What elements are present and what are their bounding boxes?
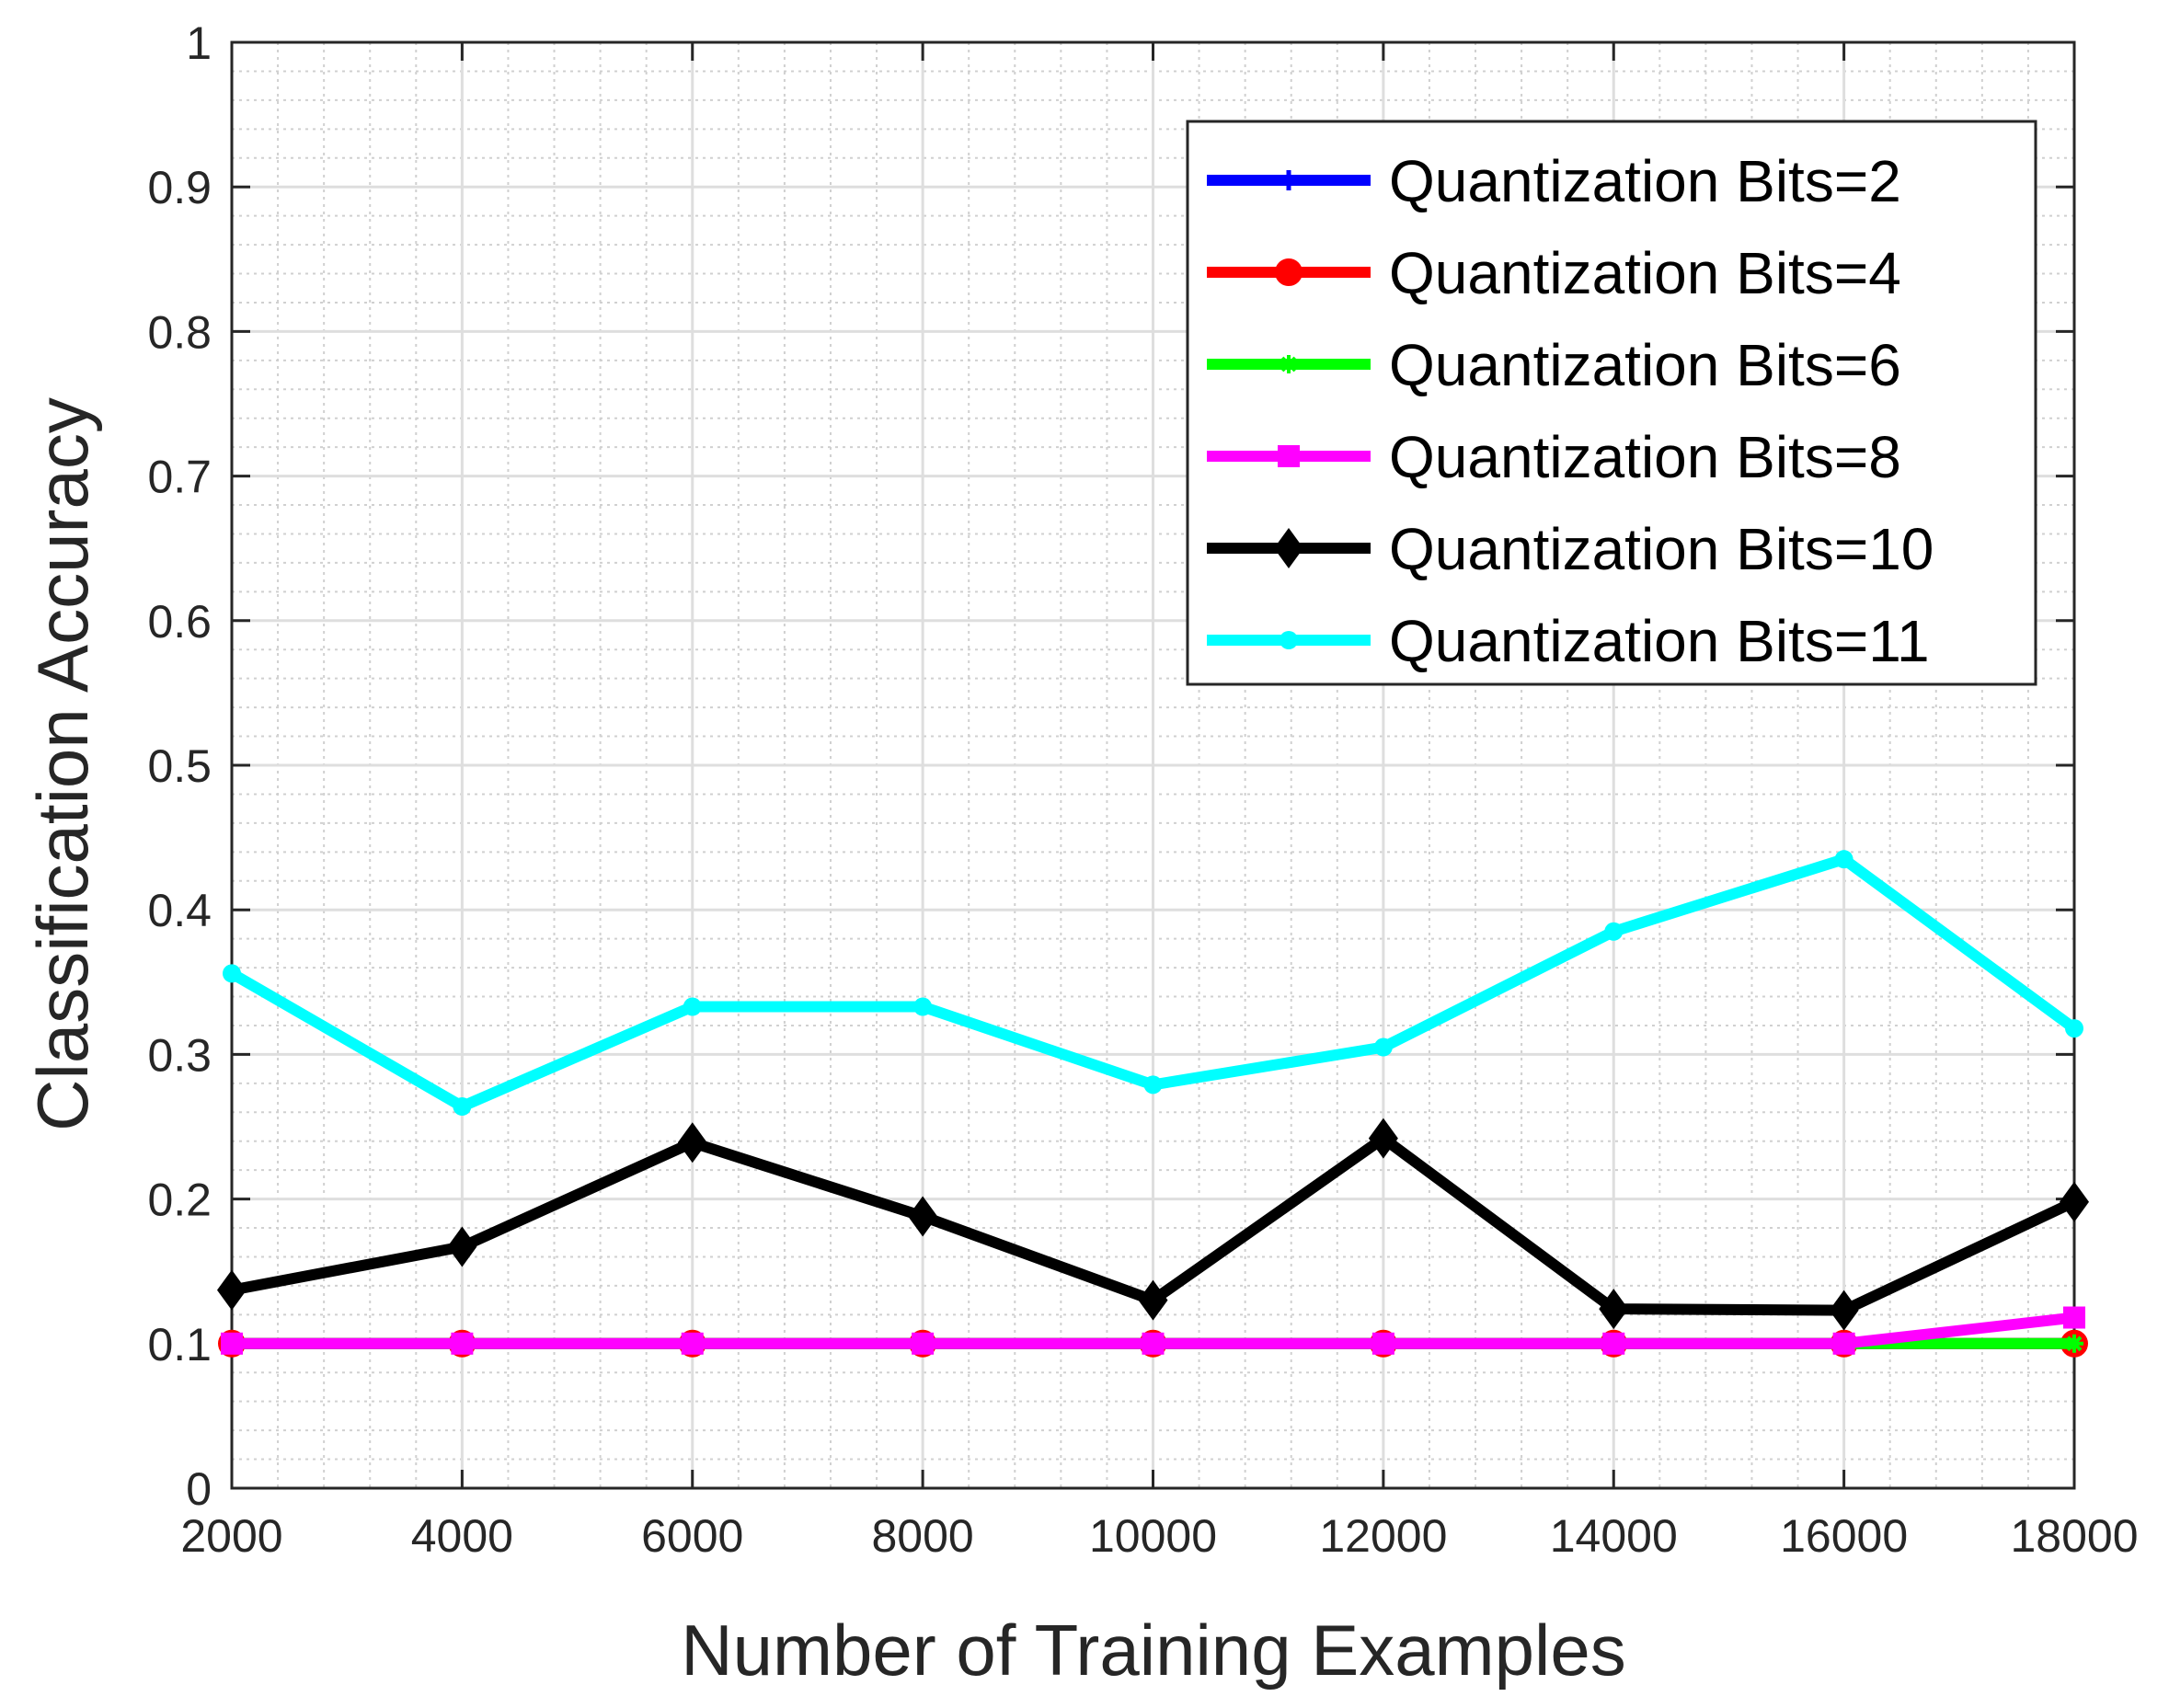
series-marker xyxy=(2065,1019,2083,1038)
series-marker xyxy=(677,1122,707,1164)
x-tick-label: 6000 xyxy=(641,1510,743,1562)
legend-item: Quantization Bits=10 xyxy=(1207,516,1934,582)
series-marker xyxy=(1834,850,1853,869)
series-marker xyxy=(2066,1335,2083,1352)
x-tick-label: 10000 xyxy=(1089,1510,1217,1562)
y-tick-label: 0.5 xyxy=(147,740,212,792)
series-marker xyxy=(1142,1332,1165,1355)
x-tick-label: 14000 xyxy=(1550,1510,1678,1562)
y-tick-label: 0.4 xyxy=(147,885,212,936)
series-marker xyxy=(1280,356,1297,373)
series-group xyxy=(221,1306,2085,1355)
series-marker xyxy=(913,997,933,1016)
series-marker xyxy=(453,1096,472,1116)
series-marker xyxy=(2060,1181,2089,1222)
series-marker xyxy=(217,1269,247,1311)
tick-label-layer: 2000 4000 6000 8000 10000 12000 14000 16000 1800… xyxy=(147,17,2138,1562)
series-marker xyxy=(1604,922,1624,941)
series-marker xyxy=(223,964,241,983)
series-marker xyxy=(1280,631,1298,649)
series-marker xyxy=(447,1226,477,1267)
legend-item: Quantization Bits=11 xyxy=(1207,608,1930,674)
legend-label: Quantization Bits=2 xyxy=(1389,148,1901,214)
legend-item: Quantization Bits=8 xyxy=(1207,424,1901,490)
series-marker xyxy=(451,1332,474,1355)
series-layer xyxy=(217,850,2089,1358)
x-axis-title: Number of Training Examples xyxy=(681,1610,1625,1691)
series-marker xyxy=(1368,1118,1398,1159)
series-marker xyxy=(683,997,702,1016)
legend-item: Quantization Bits=2 xyxy=(1207,148,1901,214)
x-tick-label: 12000 xyxy=(1319,1510,1447,1562)
series-marker xyxy=(1274,528,1303,568)
series-marker xyxy=(221,1332,243,1355)
series-marker xyxy=(1829,1290,1859,1331)
legend-label: Quantization Bits=8 xyxy=(1389,424,1901,490)
x-tick-label: 2000 xyxy=(180,1510,282,1562)
legend-label: Quantization Bits=4 xyxy=(1389,240,1901,306)
y-tick-label: 0.9 xyxy=(147,162,212,213)
series-marker xyxy=(1275,258,1303,286)
series-group xyxy=(217,1118,2089,1331)
y-tick-label: 0.2 xyxy=(147,1175,212,1226)
series-marker xyxy=(912,1332,935,1355)
y-tick-label: 1 xyxy=(186,17,212,69)
y-tick-label: 0 xyxy=(186,1463,212,1515)
series-marker xyxy=(1278,445,1300,467)
series-marker xyxy=(1602,1332,1625,1355)
y-tick-label: 0.8 xyxy=(147,306,212,358)
x-tick-label: 8000 xyxy=(872,1510,974,1562)
y-tick-label: 0.6 xyxy=(147,596,212,648)
y-tick-label: 0.3 xyxy=(147,1029,212,1081)
y-tick-label: 0.7 xyxy=(147,452,212,503)
x-tick-label: 18000 xyxy=(2010,1510,2138,1562)
x-tick-label: 4000 xyxy=(411,1510,513,1562)
y-axis-title: Classification Accuracy xyxy=(22,397,103,1131)
legend-label: Quantization Bits=11 xyxy=(1389,608,1930,674)
series-marker xyxy=(908,1196,938,1237)
series-marker xyxy=(1832,1332,1855,1355)
series-marker xyxy=(2063,1306,2085,1329)
series-marker xyxy=(1599,1289,1629,1330)
legend-label: Quantization Bits=10 xyxy=(1389,516,1934,582)
legend: Quantization Bits=2 Quantization Bits=4 Qu… xyxy=(1186,120,2037,686)
x-tick-label: 16000 xyxy=(1780,1510,1908,1562)
series-marker xyxy=(681,1332,704,1355)
y-tick-label: 0.1 xyxy=(147,1319,212,1370)
legend-box xyxy=(1186,120,2037,686)
legend-label: Quantization Bits=6 xyxy=(1389,332,1901,398)
series-marker xyxy=(1143,1075,1163,1095)
legend-item: Quantization Bits=4 xyxy=(1207,240,1901,306)
series-marker xyxy=(1371,1332,1394,1355)
series-marker xyxy=(1373,1037,1393,1057)
series-marker xyxy=(1138,1279,1168,1321)
legend-item: Quantization Bits=6 xyxy=(1207,332,1901,398)
series-group xyxy=(223,850,2083,1116)
